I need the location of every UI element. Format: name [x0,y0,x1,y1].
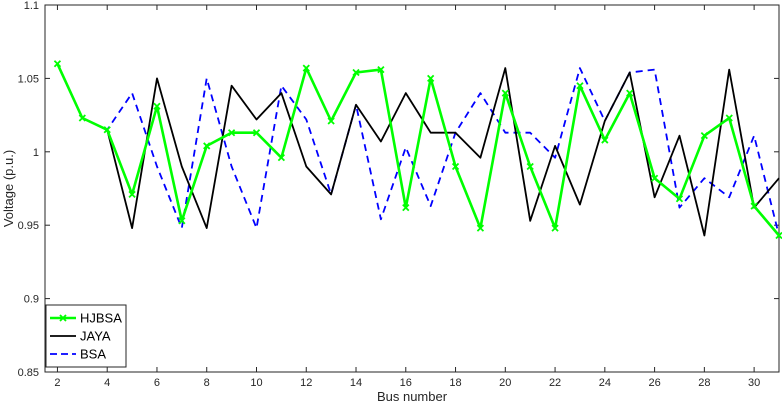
plot-area [44,4,780,373]
data-point-marker [501,89,509,97]
data-point-marker [78,114,86,122]
x-tick-label: 16 [400,377,412,389]
legend-label: BSA [80,347,106,362]
data-point-marker [451,162,460,171]
data-point-marker [775,231,782,240]
data-point-marker [601,136,609,144]
data-point-marker [626,89,634,97]
data-point-marker [302,64,310,72]
x-tick-label: 6 [154,377,160,389]
series-hjbsa [53,60,782,240]
data-point-marker [427,74,435,83]
y-tick-label: 0.9 [24,294,39,306]
x-tick-label: 2 [54,377,60,389]
data-point-marker [675,195,684,203]
data-point-marker [476,224,485,232]
x-tick-label: 12 [300,377,312,389]
legend-label: JAYA [80,329,111,344]
x-tick-label: 8 [204,377,210,389]
data-point-marker [750,202,758,210]
data-point-marker [327,117,335,125]
x-tick-label: 20 [499,377,511,389]
y-tick-label: 1.05 [18,73,39,85]
y-tick-label: 1 [33,147,39,159]
data-point-marker [153,102,161,110]
data-point-marker [576,82,584,90]
series-layer [53,60,782,240]
y-tick-label: 1.1 [24,0,39,12]
legend-marker [59,314,67,322]
series-line-jaya [56,63,780,237]
x-tick-label: 24 [599,377,611,389]
data-point-marker [725,114,733,122]
data-point-marker [650,174,659,182]
x-tick-label: 4 [104,377,110,389]
series-line-bsa [56,63,780,236]
legend-item-jaya: JAYA [50,329,111,344]
data-point-marker [203,142,211,150]
legend-label: HJBSA [80,311,122,326]
data-point-marker [178,217,186,225]
data-point-marker [700,132,708,140]
x-axis-label: Bus number [377,389,448,404]
x-tick-label: 10 [250,377,262,389]
y-tick-label: 0.85 [18,367,39,379]
x-tick-label: 18 [449,377,461,389]
x-tick-label: 26 [648,377,660,389]
y-tick-label: 0.95 [18,220,39,232]
legend-box [45,304,127,368]
data-point-marker [402,203,410,212]
y-axis-label: Voltage (p.u.) [1,150,16,227]
data-point-marker [53,60,62,68]
series-jaya [56,63,780,237]
legend-item-hjbsa: HJBSA [50,311,122,326]
legend-item-bsa: BSA [50,347,106,362]
x-axis-ticks: 2 4 6 8 10 12 14 16 18 20 22 24 26 28 30 [54,5,760,389]
data-point-marker [377,65,385,74]
data-point-marker [526,162,534,171]
data-point-marker [551,224,559,232]
series-line-hjbsa [56,63,780,237]
data-point-marker [252,129,261,137]
data-point-marker [277,154,286,162]
legend: HJBSA JAYA BSA [45,304,127,368]
series-bsa [56,63,780,236]
y-axis-ticks: 0.85 0.9 0.95 1 1.05 1.1 [18,0,779,379]
data-point-marker [128,190,136,199]
x-tick-label: 22 [549,377,561,389]
data-point-marker [103,126,111,134]
x-tick-label: 30 [748,377,760,389]
x-tick-label: 28 [698,377,710,389]
data-point-marker [352,68,360,77]
x-tick-label: 14 [350,377,362,389]
data-point-marker [227,129,236,137]
